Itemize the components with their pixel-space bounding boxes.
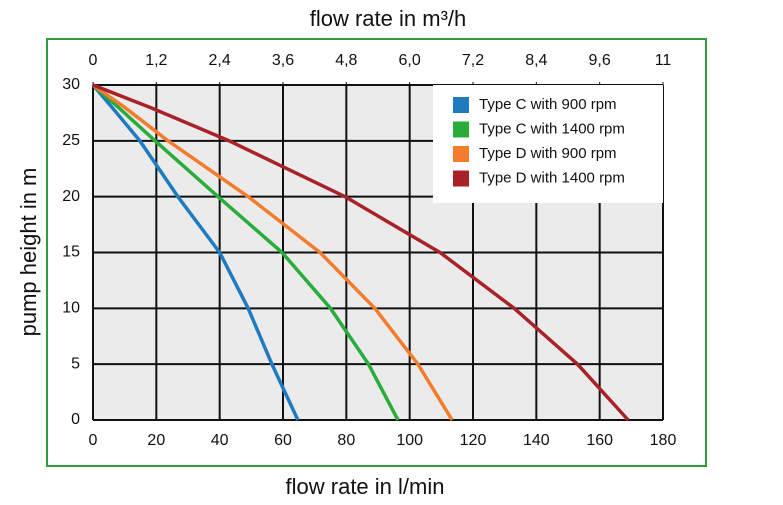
- x-tick-label: 40: [211, 432, 229, 449]
- legend-swatch: [453, 121, 469, 138]
- y-tick-label: 30: [62, 76, 80, 93]
- legend-label: Type D with 900 rpm: [479, 145, 617, 162]
- y-tick-label: 5: [71, 355, 80, 372]
- y-tick-label: 25: [62, 132, 80, 149]
- top-tick-label: 9,6: [589, 52, 611, 69]
- legend-box: [433, 85, 663, 203]
- y-tick-label: 20: [62, 188, 80, 205]
- legend-label: Type C with 1400 rpm: [479, 120, 625, 137]
- legend-swatch: [453, 146, 469, 162]
- x-tick-label: 100: [396, 432, 423, 449]
- top-tick-label: 4,8: [335, 52, 357, 69]
- legend-swatch: [453, 97, 469, 113]
- top-tick-label: 1,2: [145, 52, 167, 69]
- x-tick-label: 180: [650, 432, 677, 449]
- series-line: [91, 83, 400, 421]
- top-tick-label: 0: [89, 52, 98, 69]
- top-tick-label: 11: [655, 52, 672, 69]
- x-tick-label: 0: [89, 432, 98, 449]
- x-tick-label: 120: [460, 432, 487, 449]
- y-tick-label: 15: [62, 244, 80, 261]
- x-tick-label: 60: [274, 432, 292, 449]
- x-axis-title: flow rate in l/min: [286, 474, 445, 499]
- top-tick-label: 6,0: [399, 52, 421, 69]
- top-tick-label: 7,2: [462, 52, 484, 69]
- top-axis-title: flow rate in m³/h: [310, 6, 467, 31]
- x-tick-label: 80: [337, 432, 355, 449]
- y-axis-title: pump height in m: [16, 168, 41, 337]
- top-tick-label: 2,4: [209, 52, 231, 69]
- series-line: [91, 83, 454, 421]
- top-tick-label: 3,6: [272, 52, 294, 69]
- y-tick-label: 10: [62, 300, 80, 317]
- x-tick-label: 140: [523, 432, 550, 449]
- legend-label: Type D with 1400 rpm: [479, 169, 625, 186]
- x-tick-label: 20: [147, 432, 165, 449]
- x-tick-label: 160: [586, 432, 613, 449]
- series-line: [92, 83, 630, 422]
- top-tick-label: 8,4: [525, 52, 547, 69]
- legend-label: Type C with 900 rpm: [479, 96, 617, 113]
- legend-swatch: [453, 170, 469, 187]
- y-tick-label: 0: [71, 411, 80, 428]
- series-line: [91, 83, 300, 421]
